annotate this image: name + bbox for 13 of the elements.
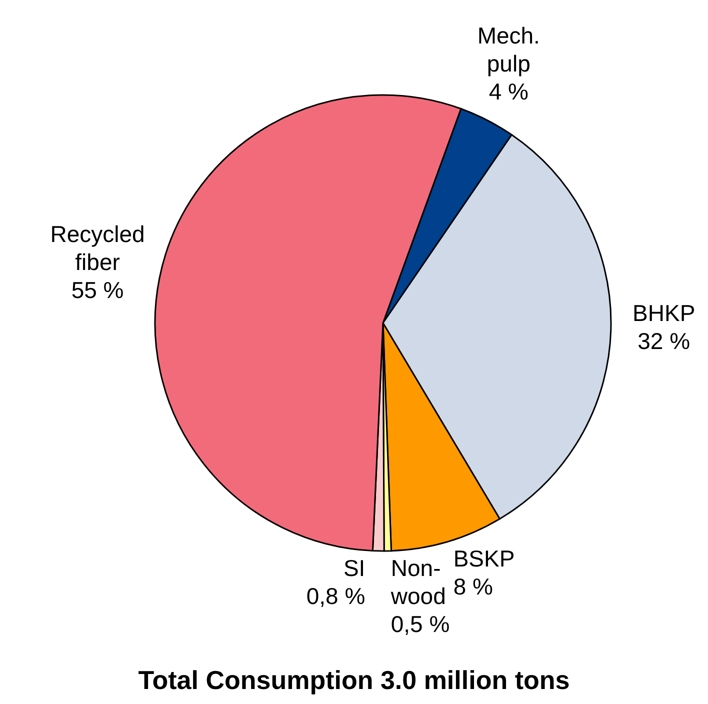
data-label: 8 %	[453, 573, 493, 600]
slice-label: Recycled fiber	[50, 220, 145, 275]
text: Total Consumption 3.0 million tons	[137, 665, 571, 696]
slice-label: SI	[343, 554, 366, 581]
data-label: 0,8 %	[306, 582, 366, 609]
data-label: 32 %	[638, 328, 690, 354]
data-label: 0,5 %	[390, 610, 450, 637]
slice-label: Mech. pulp	[477, 22, 540, 77]
slice-label: BSKP	[453, 545, 515, 572]
data-label: 55 %	[71, 276, 124, 303]
slice-label: BHKP	[632, 300, 696, 326]
data-label: 4 %	[488, 78, 528, 105]
slice-label: Non-wood	[390, 554, 446, 609]
